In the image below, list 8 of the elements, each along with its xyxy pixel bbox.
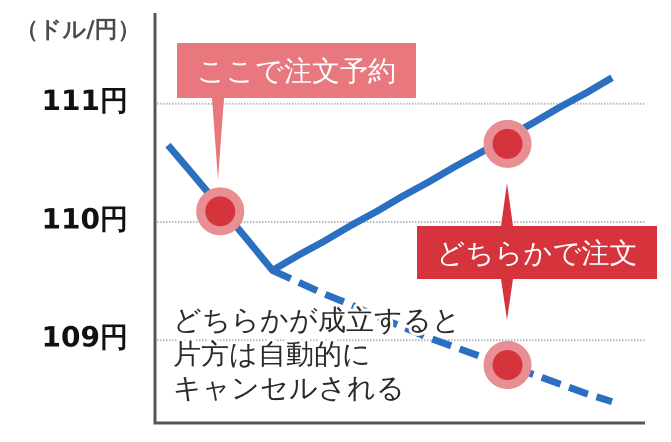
y-tick-label: 109円 xyxy=(42,320,128,354)
annotation: キャンセルされる xyxy=(173,372,405,404)
annotation: 片方は自動的に xyxy=(173,338,371,370)
y-tick-label: 110円 xyxy=(42,202,128,236)
y-axis-title: （ドル/円） xyxy=(15,17,141,43)
annotation: ここで注文予約 xyxy=(197,54,396,88)
y-tick-label: 111円 xyxy=(42,84,128,118)
annotation: どちらかで注文 xyxy=(436,236,638,270)
